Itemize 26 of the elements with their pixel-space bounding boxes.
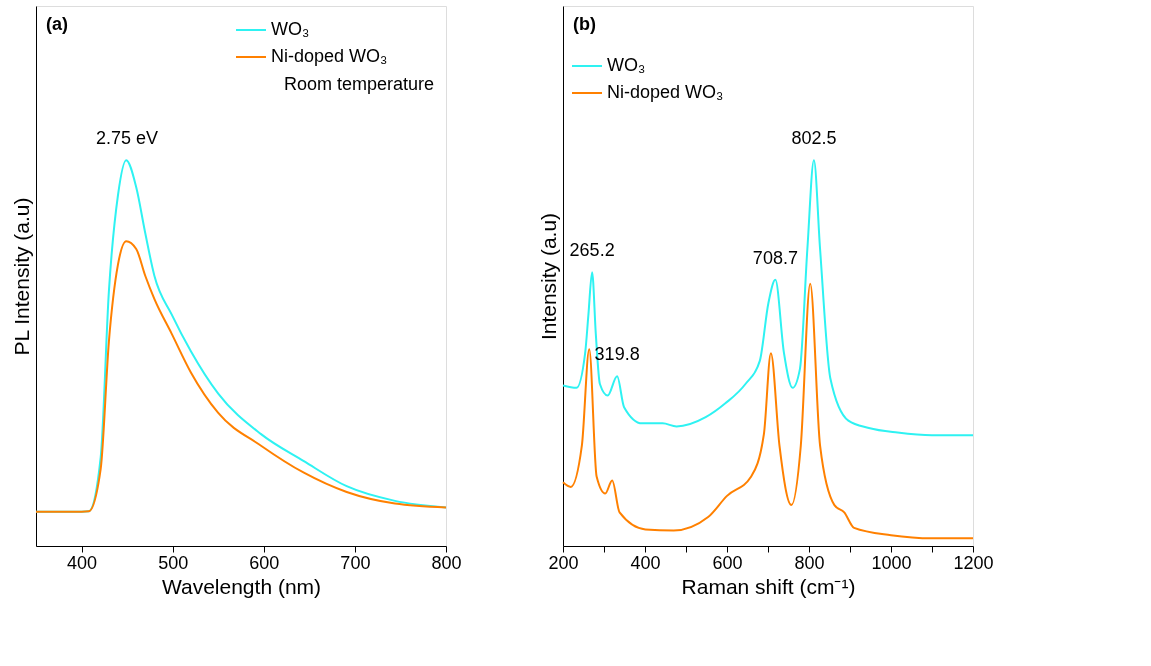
x-tick-label: 800 bbox=[794, 552, 825, 573]
x-tick-label: 400 bbox=[630, 552, 661, 573]
annotation: 2.75 eV bbox=[96, 128, 159, 149]
x-tick-label: 800 bbox=[431, 552, 462, 573]
annotation: 708.7 bbox=[752, 247, 798, 268]
text: Room temperature bbox=[283, 74, 434, 94]
legend-label: WO₃ bbox=[271, 19, 310, 39]
annotation: 265.2 bbox=[569, 240, 615, 261]
x-tick-label: 700 bbox=[340, 552, 371, 573]
x-tick-label: 500 bbox=[158, 552, 189, 573]
text: (a) bbox=[46, 14, 68, 34]
x-tick-label: 600 bbox=[712, 552, 743, 573]
x-axis-title: Wavelength (nm) bbox=[161, 574, 322, 598]
legend-label: WO₃ bbox=[607, 55, 646, 75]
y-axis-title: Intensity (a.u) bbox=[536, 212, 560, 341]
legend-label: Ni-doped WO₃ bbox=[607, 82, 724, 102]
x-axis-title: Raman shift (cm⁻¹) bbox=[681, 574, 856, 598]
legend-label: Ni-doped WO₃ bbox=[271, 46, 388, 66]
x-tick-label: 1000 bbox=[871, 552, 912, 573]
x-tick-label: 400 bbox=[67, 552, 98, 573]
y-axis-title: PL Intensity (a.u) bbox=[9, 197, 33, 356]
annotation: 802.5 bbox=[791, 128, 837, 149]
x-tick-label: 1200 bbox=[953, 552, 994, 573]
text: (b) bbox=[573, 14, 596, 34]
x-tick-label: 600 bbox=[249, 552, 280, 573]
x-tick-label: 200 bbox=[548, 552, 579, 573]
